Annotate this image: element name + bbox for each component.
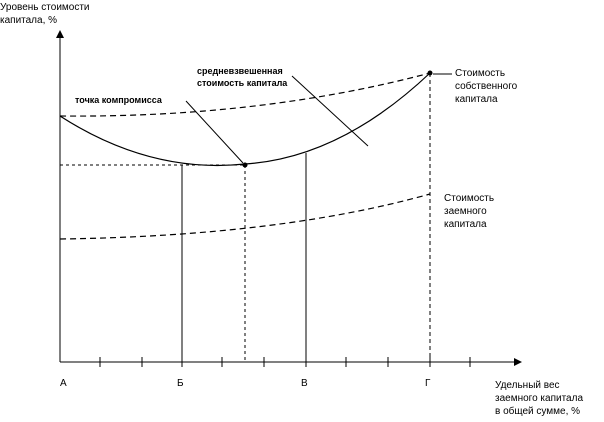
compromise-label: точка компромисса: [75, 95, 162, 105]
equity-cost-curve: [59, 72, 431, 117]
debt-label-line1: Стоимость: [444, 193, 495, 204]
x-axis-title-line1: Удельный вес: [495, 380, 560, 391]
wacc-leader: [291, 75, 369, 147]
y-axis-title-line1: Уровень стоимости: [0, 2, 90, 13]
compromise-point: [242, 162, 248, 168]
x-point-label-b: Б: [177, 378, 184, 389]
equity-end-point: [427, 70, 433, 76]
debt-label-line2: заемного: [444, 206, 487, 217]
x-axis-title-line3: в общей сумме, %: [495, 406, 581, 417]
wacc-label-line2: стоимость капитала: [197, 78, 288, 88]
debt-cost-curve: [59, 193, 431, 240]
x-point-label-g: Г: [425, 378, 431, 389]
y-axis-title-line2: капитала, %: [0, 15, 58, 26]
wacc-label-line1: средневзвешенная: [197, 66, 283, 76]
x-axis-title-line2: заемного капитала: [495, 393, 584, 404]
equity-label-line3: капитала: [455, 94, 498, 105]
compromise-leader: [185, 100, 244, 164]
x-point-label-v: В: [301, 378, 308, 389]
x-point-label-a: А: [60, 378, 67, 389]
equity-label-line2: собственного: [455, 81, 518, 92]
debt-label-line3: капитала: [444, 219, 487, 230]
equity-label-line1: Стоимость: [455, 68, 506, 79]
